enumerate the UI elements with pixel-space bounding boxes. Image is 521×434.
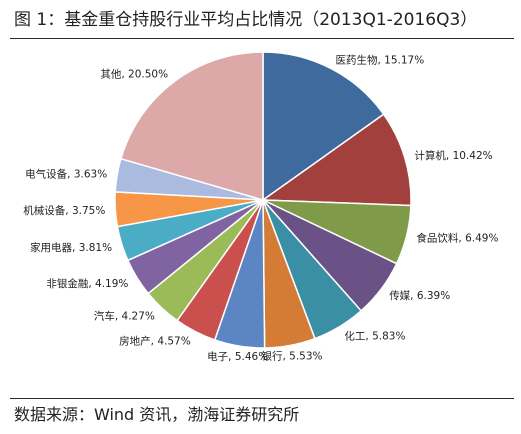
pie-label-12: 电气设备, 3.63%	[25, 167, 107, 180]
pie-chart-svg: 医药生物, 15.17% 计算机, 10.42% 食品饮料, 6.49% 传媒, 6.…	[23, 51, 498, 363]
pie-label-10: 家用电器, 3.81%	[30, 241, 112, 254]
pie-label-8: 汽车, 4.27%	[94, 309, 155, 322]
pie-label-5: 银行, 5.53%	[261, 349, 322, 362]
pie-label-7: 房地产, 4.57%	[119, 335, 191, 348]
pie-slice-1	[260, 113, 412, 207]
pie-slice-0	[262, 51, 385, 202]
pie-slice-13	[119, 51, 264, 201]
title-divider	[10, 38, 514, 39]
pie-label-11: 机械设备, 3.75%	[23, 204, 105, 217]
pie-chart: 医药生物, 15.17% 计算机, 10.42% 食品饮料, 6.49% 传媒, 6.…	[0, 42, 521, 396]
pie-label-3: 传媒, 6.39%	[389, 289, 450, 302]
figure-title: 图 1：基金重仓持股行业平均占比情况（2013Q1-2016Q3）	[14, 10, 478, 30]
pie-label-13: 其他, 20.50%	[100, 68, 168, 81]
pie-slices	[114, 51, 412, 349]
source-note: 数据来源：Wind 资讯，渤海证券研究所	[14, 405, 300, 424]
pie-label-6: 电子, 5.46%	[207, 350, 268, 363]
source-divider	[10, 398, 514, 399]
pie-label-9: 非银金融, 4.19%	[46, 277, 128, 290]
pie-label-2: 食品饮料, 6.49%	[416, 232, 498, 245]
pie-label-4: 化工, 5.83%	[344, 329, 405, 342]
pie-labels: 医药生物, 15.17% 计算机, 10.42% 食品饮料, 6.49% 传媒, 6.…	[23, 54, 498, 363]
pie-label-1: 计算机, 10.42%	[414, 149, 492, 162]
pie-label-0: 医药生物, 15.17%	[336, 54, 425, 67]
